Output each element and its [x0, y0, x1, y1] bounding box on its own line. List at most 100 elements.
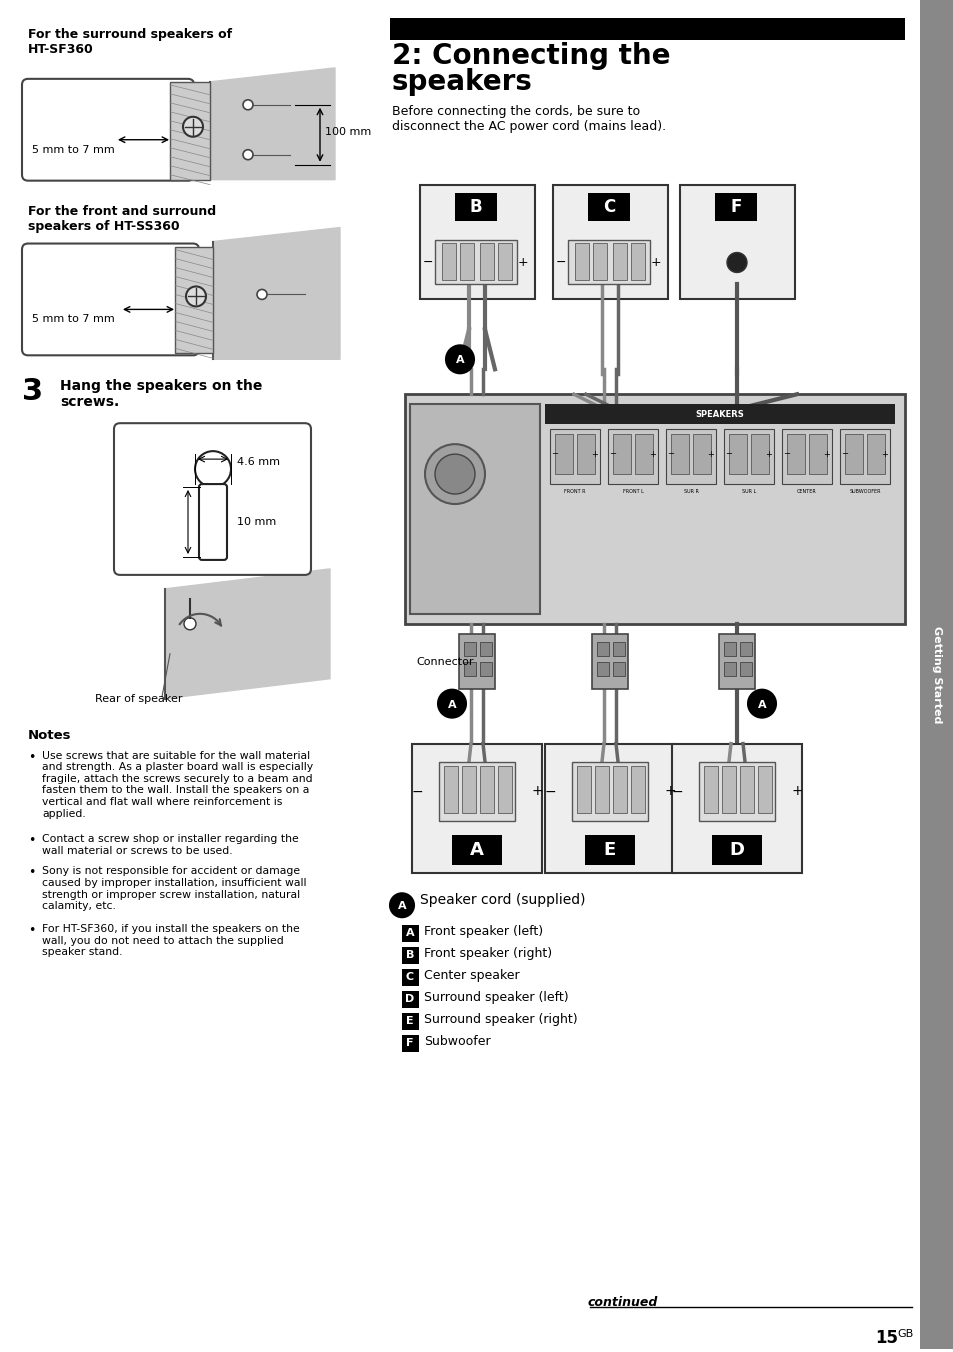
Text: 4.6 mm: 4.6 mm	[236, 457, 280, 466]
Text: +: +	[706, 450, 713, 458]
Text: −: −	[671, 784, 682, 799]
Bar	[401, 991, 418, 1009]
Bar	[572, 761, 647, 822]
Bar	[630, 765, 644, 814]
Text: B: B	[405, 950, 414, 960]
Bar	[479, 661, 492, 676]
Bar	[595, 765, 608, 814]
Text: For the surround speakers of
HT-SF360: For the surround speakers of HT-SF360	[28, 28, 232, 55]
Bar	[390, 18, 904, 41]
Bar	[670, 434, 688, 475]
Bar	[781, 429, 831, 484]
Text: A: A	[405, 929, 414, 938]
Text: F: F	[730, 197, 740, 215]
Bar	[497, 242, 512, 280]
FancyBboxPatch shape	[22, 78, 193, 181]
Circle shape	[243, 100, 253, 110]
Bar	[401, 1013, 418, 1030]
Bar	[613, 661, 624, 676]
Bar	[405, 395, 904, 623]
Text: +: +	[822, 450, 829, 458]
Text: Subwoofer: Subwoofer	[423, 1036, 490, 1048]
Text: 5 mm to 7 mm: 5 mm to 7 mm	[32, 145, 114, 154]
Text: Contact a screw shop or installer regarding the
wall material or screws to be us: Contact a screw shop or installer regard…	[42, 834, 298, 856]
Text: Getting Started: Getting Started	[931, 626, 941, 723]
Bar	[711, 836, 761, 865]
Bar	[575, 242, 588, 280]
Bar	[593, 242, 606, 280]
Bar	[786, 434, 804, 475]
Text: A: A	[757, 699, 765, 710]
Text: +: +	[517, 256, 528, 269]
Bar	[577, 765, 590, 814]
Text: −: −	[551, 450, 558, 458]
Text: −: −	[782, 450, 789, 458]
Text: •: •	[28, 925, 35, 937]
FancyBboxPatch shape	[199, 484, 227, 560]
Text: Center speaker: Center speaker	[423, 969, 519, 982]
Text: •: •	[28, 867, 35, 879]
Text: Sony is not responsible for accident or damage
caused by improper installation, : Sony is not responsible for accident or …	[42, 867, 306, 911]
Circle shape	[194, 452, 231, 487]
Text: 15: 15	[874, 1329, 897, 1348]
Text: speakers: speakers	[392, 68, 533, 96]
Text: +: +	[663, 784, 675, 799]
Bar	[419, 185, 535, 299]
Text: C: C	[602, 197, 615, 215]
Bar	[401, 969, 418, 986]
Circle shape	[424, 445, 484, 504]
Bar	[497, 765, 512, 814]
Text: SUR L: SUR L	[741, 489, 756, 493]
Text: −: −	[556, 256, 566, 269]
Polygon shape	[165, 569, 330, 699]
Text: −: −	[841, 450, 847, 458]
Text: Before connecting the cords, be sure to
disconnect the AC power cord (mains lead: Before connecting the cords, be sure to …	[392, 105, 665, 132]
Text: −: −	[724, 450, 731, 458]
Circle shape	[435, 454, 475, 493]
Circle shape	[446, 345, 474, 373]
Polygon shape	[210, 68, 335, 180]
Text: D: D	[729, 841, 743, 860]
Bar	[728, 434, 746, 475]
Bar	[714, 192, 757, 220]
Text: Use screws that are suitable for the wall material
and strength. As a plaster bo: Use screws that are suitable for the wal…	[42, 750, 313, 818]
Bar	[919, 0, 953, 1349]
Bar	[692, 434, 710, 475]
Circle shape	[243, 150, 253, 160]
Circle shape	[747, 690, 775, 718]
Bar	[671, 744, 801, 873]
Text: +: +	[880, 450, 887, 458]
Text: A: A	[447, 699, 456, 710]
Text: A: A	[470, 841, 483, 860]
Bar	[635, 434, 652, 475]
Text: 5 mm to 7 mm: 5 mm to 7 mm	[32, 315, 114, 324]
Bar	[435, 239, 517, 284]
Text: For HT-SF360, if you install the speakers on the
wall, you do not need to attach: For HT-SF360, if you install the speaker…	[42, 925, 299, 957]
Bar	[703, 765, 718, 814]
Bar	[723, 642, 735, 656]
Bar	[699, 761, 774, 822]
Text: Notes: Notes	[28, 729, 71, 742]
Bar	[613, 765, 626, 814]
Bar	[455, 192, 497, 220]
Text: +: +	[531, 784, 542, 799]
Bar	[613, 242, 626, 280]
Text: −: −	[411, 784, 422, 799]
Text: −: −	[666, 450, 673, 458]
Bar	[479, 242, 494, 280]
Bar	[613, 434, 630, 475]
Bar	[443, 765, 457, 814]
Bar	[613, 642, 624, 656]
Text: Surround speaker (right): Surround speaker (right)	[423, 1013, 577, 1026]
FancyBboxPatch shape	[113, 423, 311, 575]
Text: Connector: Connector	[416, 657, 473, 667]
Polygon shape	[213, 227, 339, 360]
Bar	[174, 246, 213, 353]
Bar	[461, 765, 476, 814]
Text: +: +	[590, 450, 598, 458]
Bar	[463, 661, 476, 676]
Text: 100 mm: 100 mm	[325, 127, 371, 137]
Text: FRONT L: FRONT L	[622, 489, 642, 493]
Bar	[452, 836, 501, 865]
Bar	[740, 642, 751, 656]
